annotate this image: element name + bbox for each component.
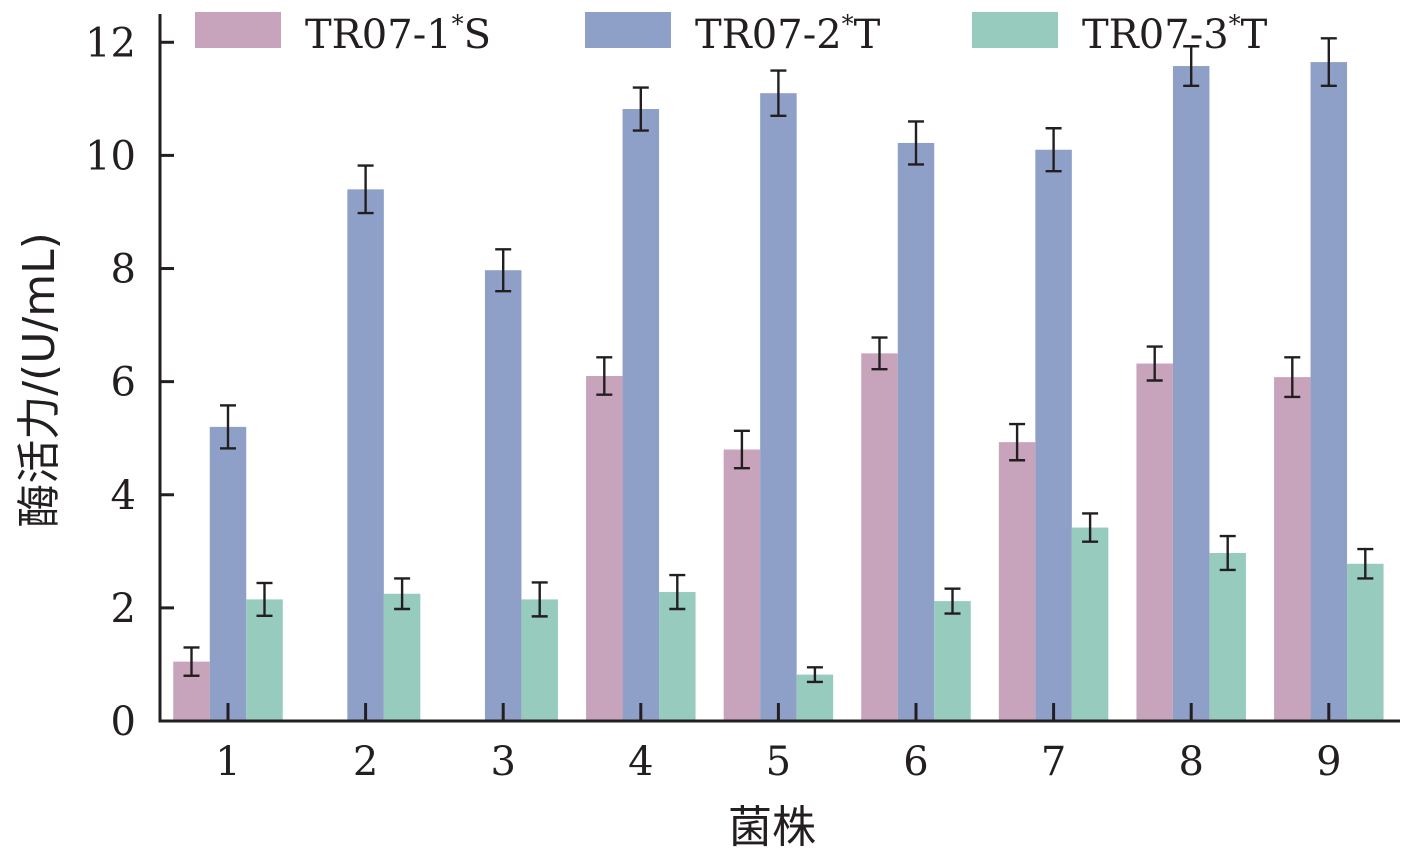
bars bbox=[173, 62, 1384, 722]
bar bbox=[1274, 377, 1311, 721]
x-tick-label: 8 bbox=[1178, 739, 1203, 785]
bar bbox=[484, 270, 522, 721]
error-bars bbox=[183, 37, 1374, 684]
bar bbox=[521, 599, 558, 721]
bar bbox=[209, 426, 247, 721]
x-tick-label: 5 bbox=[766, 739, 791, 785]
y-axis-title: 酶活力/(U/mL) bbox=[14, 232, 65, 528]
legend-swatch bbox=[195, 12, 281, 48]
bar bbox=[1209, 553, 1246, 721]
bar bbox=[760, 93, 797, 721]
bar bbox=[1035, 149, 1072, 721]
bar bbox=[934, 601, 971, 721]
y-ticks: 0 2 4 6 8 10 12 bbox=[85, 20, 174, 745]
legend-label: TR07-1*S bbox=[305, 10, 491, 58]
bar bbox=[1071, 527, 1109, 721]
legend-swatch bbox=[585, 12, 671, 48]
bar bbox=[246, 599, 283, 721]
legend: TR07-1*S TR07-2*T TR07-3*T bbox=[195, 10, 1268, 58]
x-tick-label: 6 bbox=[903, 739, 928, 785]
y-tick-label: 8 bbox=[111, 247, 136, 293]
bar bbox=[1310, 62, 1348, 722]
x-tick-label: 9 bbox=[1316, 739, 1341, 785]
y-tick-label: 10 bbox=[85, 133, 136, 179]
x-tick-label: 7 bbox=[1041, 739, 1066, 785]
y-tick-label: 4 bbox=[111, 473, 136, 519]
bar bbox=[1347, 563, 1384, 721]
legend-label: TR07-2*T bbox=[695, 10, 881, 58]
bar bbox=[998, 442, 1036, 721]
bar bbox=[1136, 363, 1173, 721]
x-ticks: 1 2 3 4 5 6 7 8 9 bbox=[215, 703, 1342, 785]
bar bbox=[347, 189, 384, 721]
bar bbox=[723, 449, 761, 721]
legend-swatch bbox=[972, 12, 1058, 48]
x-tick-label: 3 bbox=[490, 739, 515, 785]
bar bbox=[383, 593, 421, 721]
x-tick-label: 2 bbox=[353, 739, 378, 785]
x-tick-label: 4 bbox=[628, 739, 653, 785]
y-tick-label: 12 bbox=[85, 20, 136, 66]
bar bbox=[659, 592, 696, 721]
legend-label: TR07-3*T bbox=[1082, 10, 1268, 58]
x-axis-title: 菌株 bbox=[728, 802, 816, 852]
y-tick-label: 2 bbox=[111, 586, 136, 632]
bar bbox=[861, 353, 898, 721]
y-tick-label: 6 bbox=[111, 360, 136, 406]
bar bbox=[897, 142, 935, 722]
bar bbox=[586, 375, 623, 721]
bar bbox=[622, 109, 660, 721]
bar bbox=[1172, 66, 1210, 721]
y-tick-label: 0 bbox=[111, 699, 136, 745]
x-tick-label: 1 bbox=[215, 739, 240, 785]
